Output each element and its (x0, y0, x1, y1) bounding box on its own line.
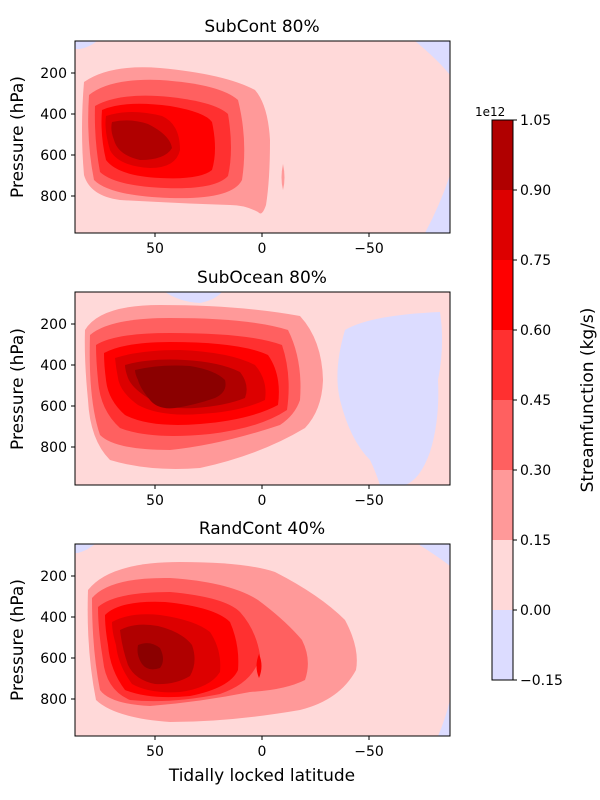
colorbar-segment (492, 330, 513, 400)
panel-title: SubCont 80% (204, 17, 319, 37)
xtick-label: 50 (146, 744, 164, 760)
ytick-label: 200 (40, 66, 67, 82)
ytick-label: 400 (40, 358, 67, 374)
colorbar-tick-label: 0.30 (520, 463, 551, 479)
contour-level-neg (165, 292, 222, 303)
xtick-label: −50 (354, 241, 384, 257)
colorbar-ticks: −0.15 0.00 0.15 0.30 0.45 0.60 0.75 0.90 1.05 (513, 113, 563, 689)
contour-level-1.05 (135, 365, 226, 409)
colorbar-tick-label: 0.90 (520, 183, 551, 199)
ytick-label: 200 (40, 317, 67, 333)
contour-field (75, 292, 450, 485)
colorbar-tick-label: 0.00 (520, 603, 551, 619)
colorbar-segment (492, 400, 513, 470)
contour-level-0.15 (281, 164, 285, 190)
xtick-label: −50 (354, 493, 384, 509)
contour-level-0.90 (111, 120, 172, 160)
x-axis-label: Tidally locked latitude (168, 766, 355, 786)
contour-level-0.60 (256, 654, 262, 678)
y-axis-label: Pressure (hPa) (8, 579, 28, 701)
colorbar: −0.15 0.00 0.15 0.30 0.45 0.60 0.75 0.90 1.05 1e… (475, 105, 598, 689)
colorbar-segment (492, 470, 513, 540)
x-axis: 50 0 −50 (146, 233, 384, 257)
colorbar-segments (492, 120, 513, 680)
ytick-label: 600 (40, 148, 67, 164)
ytick-label: 200 (40, 569, 67, 585)
y-axis: 200 400 600 800 (40, 569, 75, 708)
y-axis-label: Pressure (hPa) (8, 328, 28, 450)
xtick-label: −50 (354, 744, 384, 760)
contour-level-neg (415, 41, 450, 75)
colorbar-segment (492, 190, 513, 260)
contour-level-neg (425, 175, 450, 233)
ytick-label: 400 (40, 107, 67, 123)
xtick-label: 0 (258, 493, 267, 509)
contour-level-1.05 (137, 643, 163, 670)
colorbar-tick-label: 0.45 (520, 393, 551, 409)
xtick-label: 50 (146, 493, 164, 509)
colorbar-segment (492, 120, 513, 190)
colorbar-tick-label: 0.15 (520, 533, 551, 549)
colorbar-label: Streamfunction (kg/s) (578, 308, 598, 493)
contour-level-neg (418, 544, 450, 566)
colorbar-tick-label: 0.60 (520, 323, 551, 339)
ytick-label: 800 (40, 440, 67, 456)
ytick-label: 400 (40, 610, 67, 626)
x-axis: 50 0 −50 (146, 485, 384, 509)
panel-randcont: RandCont 40% 200 400 600 800 (8, 519, 451, 786)
panel-subocean: SubOcean 80% 200 400 600 800 (8, 268, 451, 509)
colorbar-exponent: 1e12 (475, 105, 505, 119)
xtick-label: 0 (258, 241, 267, 257)
xtick-label: 50 (146, 241, 164, 257)
colorbar-segment (492, 540, 513, 610)
colorbar-tick-label: 0.75 (520, 253, 551, 269)
xtick-label: 0 (258, 744, 267, 760)
contour-level-neg (75, 544, 95, 553)
ytick-label: 800 (40, 692, 67, 708)
colorbar-tick-label: 1.05 (520, 113, 551, 129)
contour-level-neg (337, 312, 443, 485)
panel-title: RandCont 40% (199, 519, 325, 539)
colorbar-segment (492, 260, 513, 330)
panel-subcont: SubCont 80% 200 400 600 800 (8, 17, 451, 257)
ytick-label: 600 (40, 399, 67, 415)
contour-level-neg (75, 41, 97, 49)
x-axis: 50 0 −50 (146, 736, 384, 760)
y-axis: 200 400 600 800 (40, 317, 75, 456)
colorbar-tick-label: −0.15 (520, 673, 563, 689)
ytick-label: 600 (40, 651, 67, 667)
colorbar-segment (492, 610, 513, 680)
y-axis-label: Pressure (hPa) (8, 76, 28, 198)
contour-field (75, 544, 450, 736)
contour-level-neg (438, 700, 450, 736)
contour-field (75, 41, 450, 233)
panel-title: SubOcean 80% (197, 268, 327, 288)
ytick-label: 800 (40, 189, 67, 205)
y-axis: 200 400 600 800 (40, 66, 75, 205)
